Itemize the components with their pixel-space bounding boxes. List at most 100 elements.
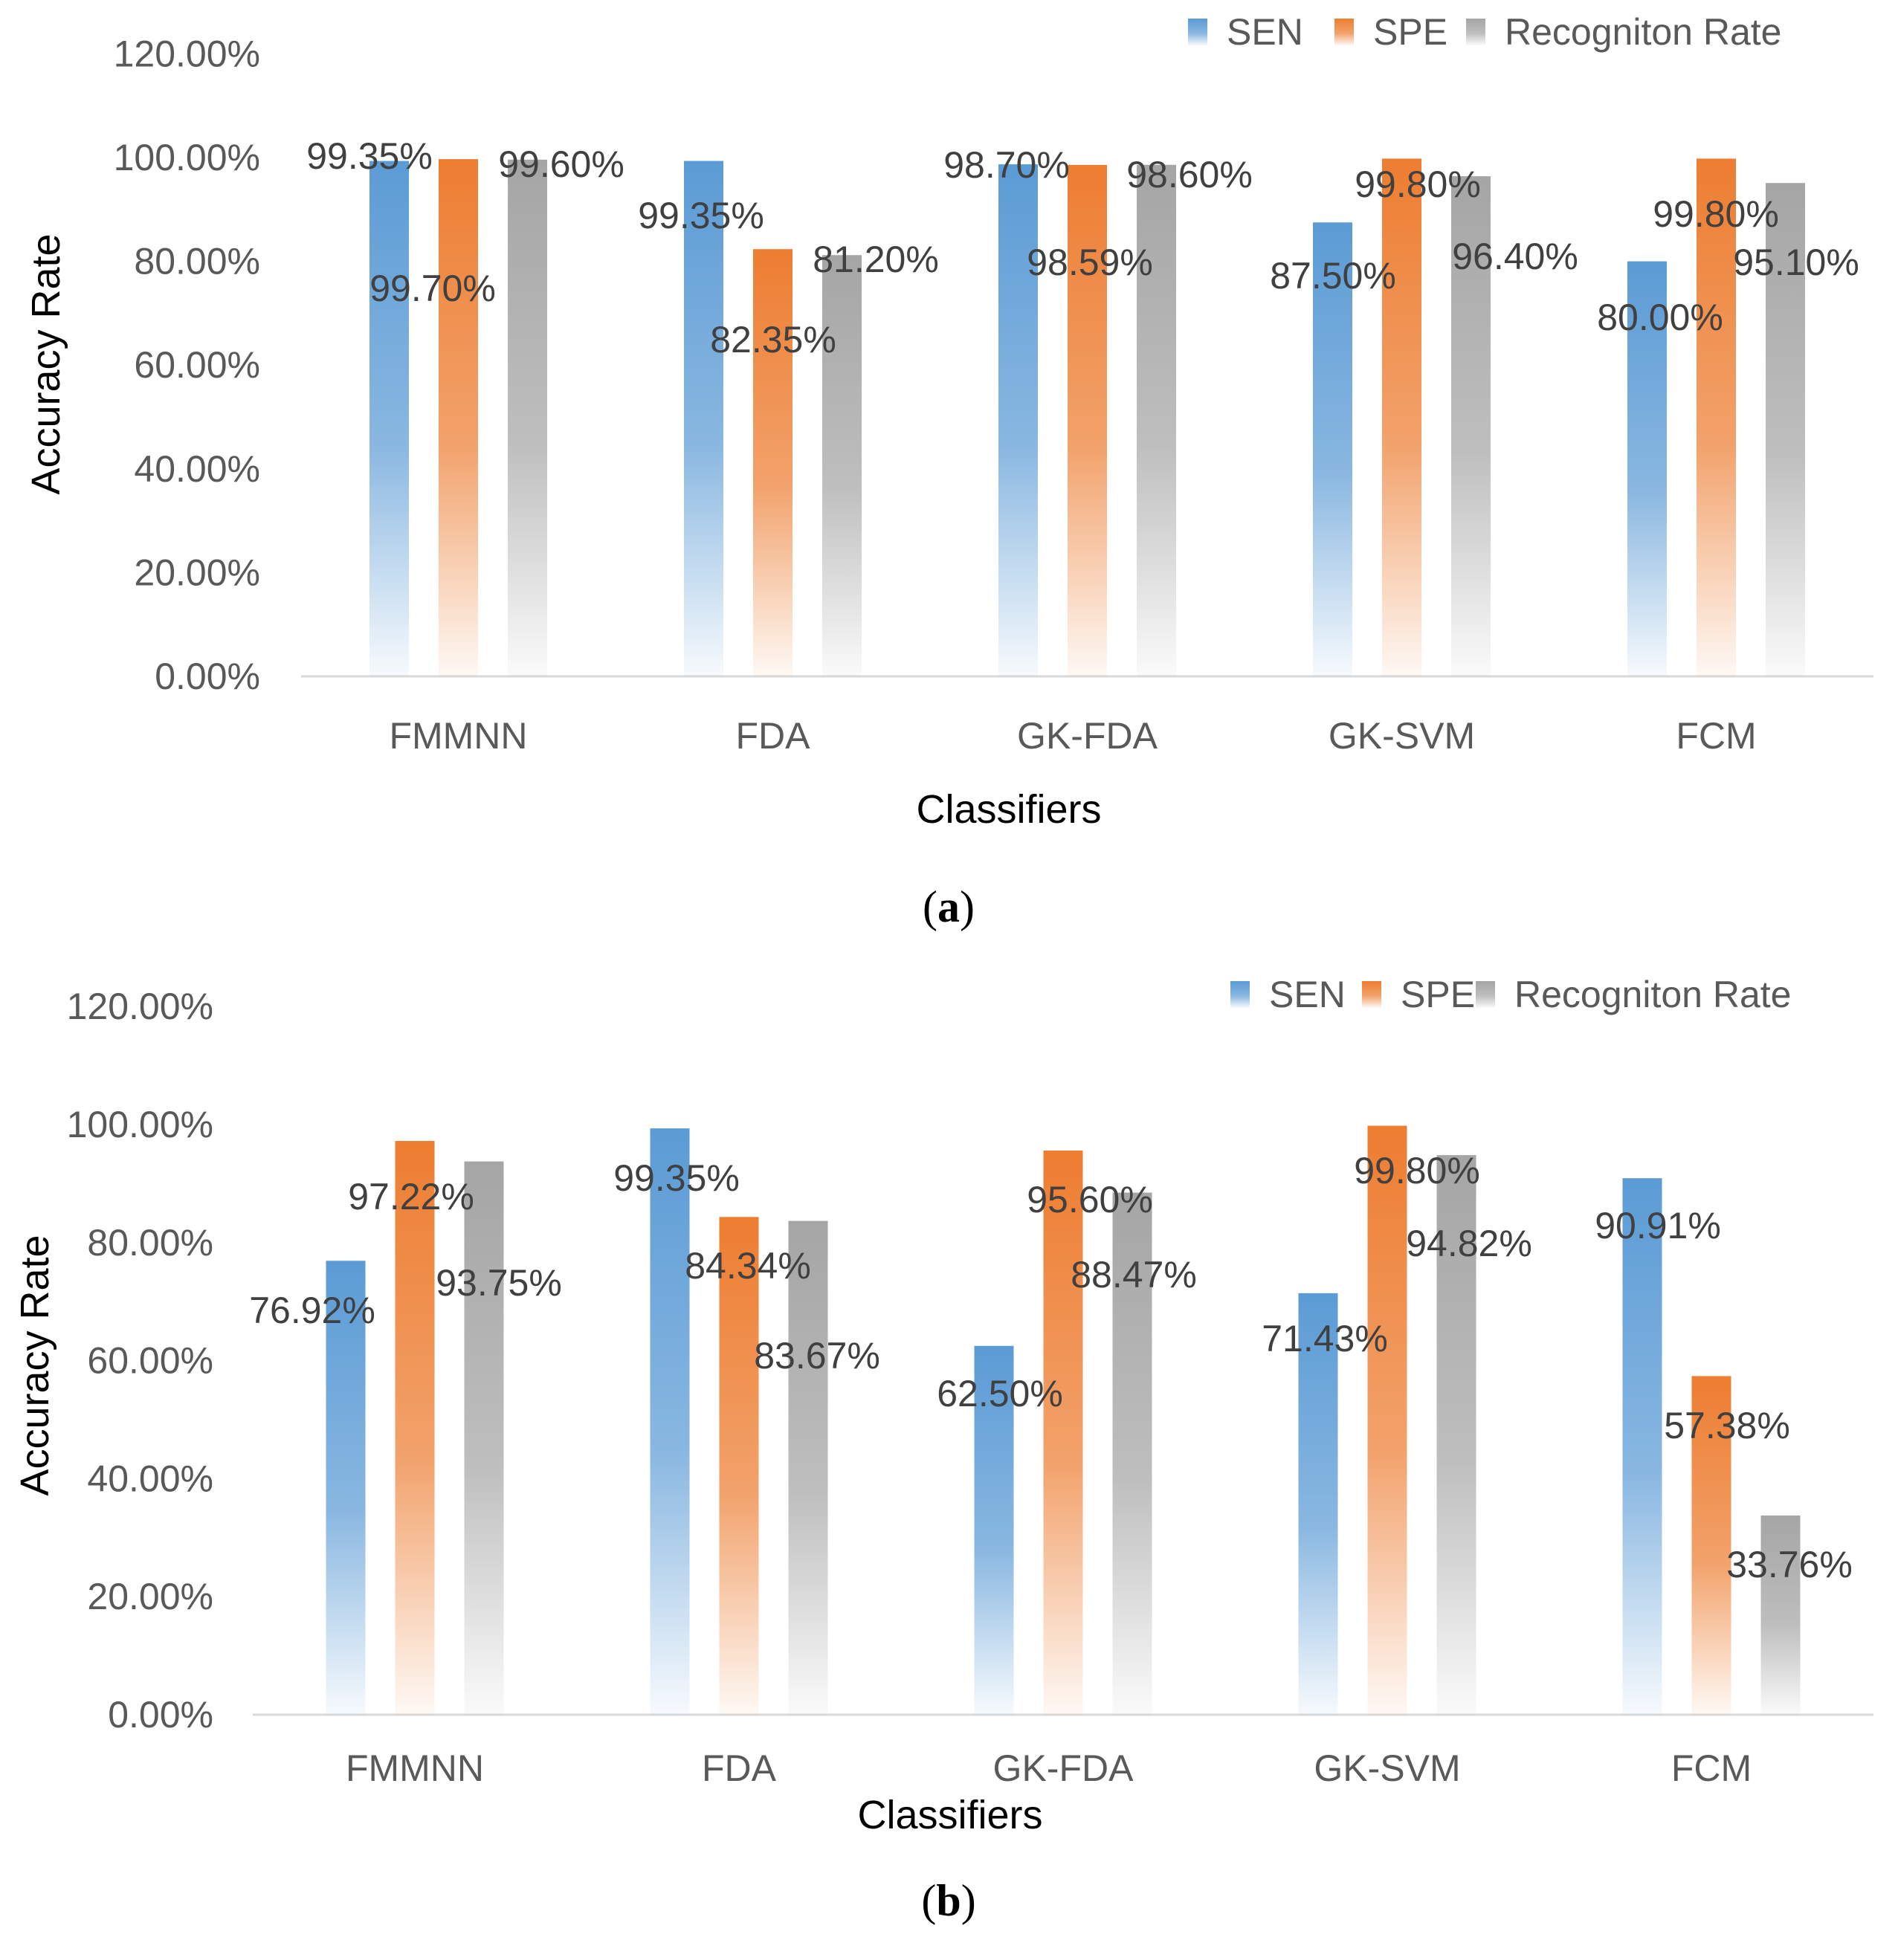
category-label-fda: FDA <box>702 1747 777 1789</box>
legend-label-recogniton-rate: Recogniton Rate <box>1505 11 1781 53</box>
bar-spe-gk-svm <box>1367 1125 1407 1715</box>
data-label-spe-gk-fda: 98.59% <box>1027 242 1153 283</box>
data-label-recogniton-rate-gk-fda: 98.60% <box>1126 154 1253 195</box>
y-tick-label-40-00: 40.00% <box>87 1458 213 1499</box>
legend-label-sen: SEN <box>1227 11 1303 53</box>
y-tick-label-60-00: 60.00% <box>134 344 260 386</box>
bar-sen-gk-fda <box>998 164 1038 677</box>
category-label-gk-svm: GK-SVM <box>1329 715 1475 757</box>
legend-label-sen: SEN <box>1269 974 1346 1015</box>
y-tick-label-60-00: 60.00% <box>87 1340 213 1382</box>
bar-recogniton-rate-fcm <box>1760 1515 1801 1715</box>
category-label-gk-fda: GK-FDA <box>1017 715 1158 757</box>
data-label-recogniton-rate-fda: 81.20% <box>813 239 939 280</box>
data-label-spe-gk-svm: 99.80% <box>1355 164 1481 205</box>
y-tick-label-0-00: 0.00% <box>155 656 260 697</box>
x-axis-title: Classifiers <box>916 787 1101 832</box>
bar-recogniton-rate-fmmnn <box>464 1161 504 1715</box>
bar-sen-fmmnn <box>369 161 409 677</box>
bar-spe-fmmnn <box>439 159 478 676</box>
y-tick-label-80-00: 80.00% <box>134 241 260 282</box>
legend-swatch-sen <box>1188 19 1207 45</box>
data-label-spe-gk-fda: 95.60% <box>1027 1179 1153 1220</box>
data-label-spe-fmmnn: 99.70% <box>369 268 496 309</box>
chart-panel-a: 0.00% 20.00% 40.00% 60.00% 80.00% 100.00% 120.… <box>24 11 1873 931</box>
category-label-fcm: FCM <box>1671 1747 1752 1789</box>
legend: SEN SPE Recogniton Rate <box>1188 11 1781 53</box>
category-label-gk-svm: GK-SVM <box>1314 1747 1460 1789</box>
chart-panel-b: 0.00% 20.00% 40.00% 60.00% 80.00% 100.00% 120.… <box>13 974 1873 1925</box>
bar-spe-gk-svm <box>1382 158 1421 676</box>
bar-spe-gk-fda <box>1043 1150 1083 1715</box>
y-axis-title: Accuracy Rate <box>13 1235 57 1495</box>
bar-recogniton-rate-fda <box>822 255 862 676</box>
bar-spe-fda <box>753 249 793 676</box>
data-label-spe-fda: 84.34% <box>685 1245 811 1287</box>
data-label-spe-fcm: 57.38% <box>1664 1405 1790 1446</box>
data-label-recogniton-rate-fmmnn: 99.60% <box>498 143 624 185</box>
bar-spe-fcm <box>1697 158 1736 676</box>
bar-sen-fmmnn <box>326 1261 366 1715</box>
y-tick-label-0-00: 0.00% <box>108 1694 213 1736</box>
legend-label-spe: SPE <box>1401 974 1475 1015</box>
y-tick-label-120-00: 120.00% <box>114 33 260 74</box>
panel-caption: (b) <box>921 1876 975 1925</box>
bar-sen-fda <box>684 161 723 677</box>
data-label-sen-gk-fda: 62.50% <box>937 1373 1063 1414</box>
bar-recogniton-rate-gk-svm <box>1436 1155 1476 1715</box>
category-label-fmmnn: FMMNN <box>346 1747 484 1789</box>
data-label-sen-fcm: 80.00% <box>1597 297 1723 338</box>
data-label-recogniton-rate-fcm: 33.76% <box>1726 1544 1853 1585</box>
legend-label-recogniton-rate: Recogniton Rate <box>1514 974 1791 1015</box>
y-axis-title: Accuracy Rate <box>24 233 68 494</box>
y-tick-label-120-00: 120.00% <box>67 986 213 1027</box>
data-label-recogniton-rate-fmmnn: 93.75% <box>436 1262 562 1304</box>
legend-swatch-spe <box>1362 981 1381 1008</box>
legend-swatch-recogniton-rate <box>1476 981 1495 1008</box>
data-label-recogniton-rate-gk-fda: 88.47% <box>1071 1254 1197 1296</box>
bar-sen-fda <box>650 1128 690 1715</box>
data-label-sen-fda: 99.35% <box>638 195 764 236</box>
bar-spe-fmmnn <box>395 1141 435 1715</box>
legend-swatch-recogniton-rate <box>1466 19 1485 45</box>
bar-sen-gk-fda <box>974 1345 1014 1715</box>
bar-recogniton-rate-fmmnn <box>508 159 547 677</box>
data-label-recogniton-rate-gk-svm: 96.40% <box>1452 236 1578 277</box>
legend-swatch-sen <box>1230 981 1250 1008</box>
y-tick-label-40-00: 40.00% <box>134 448 260 490</box>
bar-sen-gk-svm <box>1313 222 1352 676</box>
bar-sen-fcm <box>1622 1178 1662 1715</box>
y-tick-label-100-00: 100.00% <box>67 1104 213 1145</box>
legend-label-spe: SPE <box>1373 11 1447 53</box>
data-label-recogniton-rate-fda: 83.67% <box>754 1335 880 1377</box>
data-label-sen-gk-fda: 98.70% <box>943 144 1070 186</box>
data-label-spe-gk-svm: 99.80% <box>1354 1150 1480 1191</box>
bar-spe-fda <box>719 1217 759 1715</box>
y-tick-label-20-00: 20.00% <box>87 1576 213 1617</box>
bar-recogniton-rate-gk-fda <box>1137 164 1176 677</box>
data-label-sen-fda: 99.35% <box>613 1157 740 1199</box>
y-tick-label-80-00: 80.00% <box>87 1222 213 1264</box>
y-tick-label-100-00: 100.00% <box>114 137 260 178</box>
legend: SEN SPE Recogniton Rate <box>1230 974 1791 1015</box>
x-axis-title: Classifiers <box>857 1793 1042 1837</box>
bar-recogniton-rate-gk-fda <box>1112 1192 1152 1715</box>
data-label-sen-fmmnn: 99.35% <box>306 135 433 177</box>
bar-recogniton-rate-fda <box>788 1220 828 1715</box>
category-label-fmmnn: FMMNN <box>389 715 527 757</box>
data-label-recogniton-rate-gk-svm: 94.82% <box>1406 1223 1532 1264</box>
category-label-gk-fda: GK-FDA <box>993 1747 1134 1789</box>
bar-recogniton-rate-gk-svm <box>1451 176 1491 677</box>
bar-spe-gk-fda <box>1068 164 1107 676</box>
bar-sen-gk-svm <box>1298 1293 1338 1715</box>
data-label-sen-gk-svm: 87.50% <box>1270 255 1396 297</box>
panel-caption: (a) <box>923 882 975 931</box>
data-label-sen-fmmnn: 76.92% <box>249 1290 375 1331</box>
data-label-spe-fda: 82.35% <box>710 319 836 360</box>
bar-spe-fcm <box>1691 1376 1731 1715</box>
data-label-spe-fmmnn: 97.22% <box>348 1176 474 1217</box>
legend-swatch-spe <box>1334 19 1354 45</box>
data-label-recogniton-rate-fcm: 95.10% <box>1733 242 1859 283</box>
